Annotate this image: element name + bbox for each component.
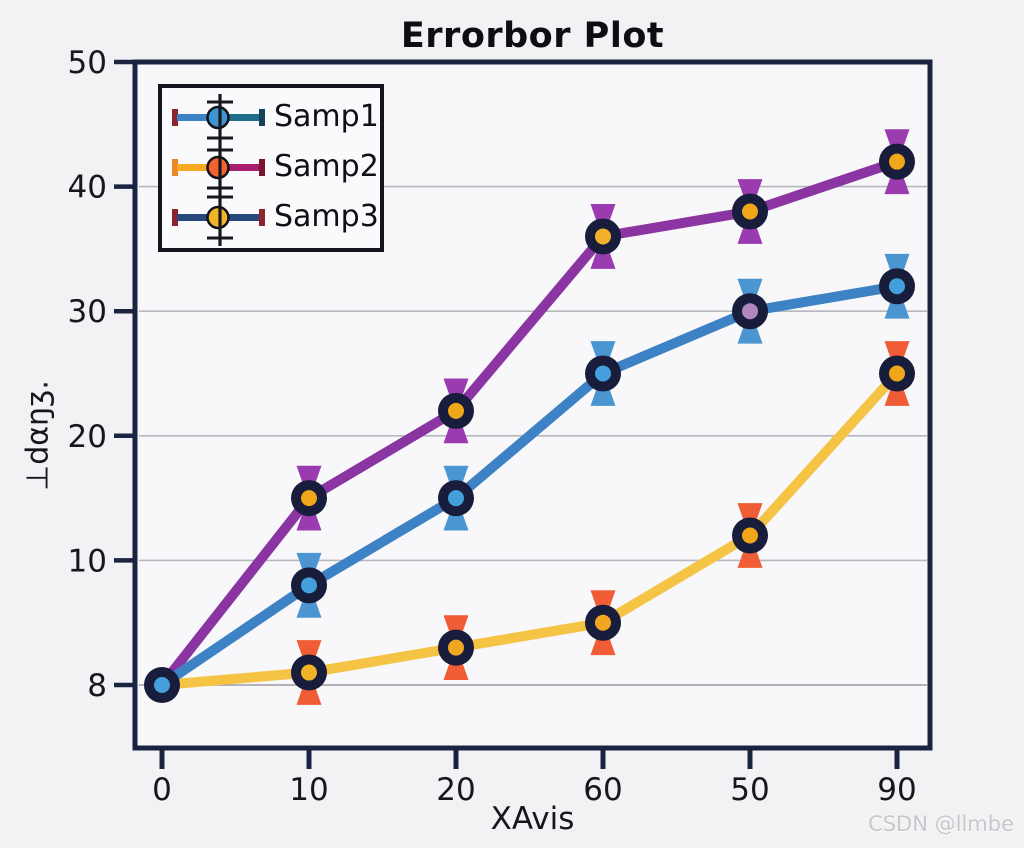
errorbar-Samp2 (737, 179, 763, 205)
marker-center-Samp1 (595, 365, 611, 382)
errorbar-Samp2 (590, 204, 616, 230)
errorbar-Samp1 (590, 341, 616, 367)
marker-center-Samp3 (595, 614, 611, 631)
marker-center-Samp3 (889, 365, 905, 382)
x-tick-label: 90 (877, 772, 916, 808)
errorbar-Samp1 (443, 505, 469, 531)
marker-center-Samp3 (448, 639, 464, 656)
marker-center-Samp2 (448, 402, 464, 419)
x-axis-label: XAvis (490, 801, 575, 837)
marker-center-Samp1 (889, 278, 905, 295)
series-line-Samp2 (157, 156, 902, 690)
watermark: CSDN @llmbe (868, 812, 1014, 836)
errorbar-Samp3 (443, 615, 469, 641)
errorbar-Samp2 (296, 505, 322, 531)
errorbar-Samp3 (590, 629, 616, 656)
errorbar-Samp2 (590, 243, 616, 269)
errorbar-Samp3 (296, 679, 322, 705)
errorbar-Samp2 (884, 168, 910, 195)
x-tick-label: 60 (583, 772, 622, 808)
marker-center-Samp3 (742, 527, 758, 544)
x-tick-label: 20 (436, 772, 475, 808)
errorbar-Samp2 (443, 378, 469, 404)
errorbar-Samp3 (884, 341, 910, 367)
marker-center-Samp1 (154, 677, 170, 693)
legend-item-samp1: Samp1 (168, 92, 380, 142)
legend-box: Samp1 Samp2 Samp3 (158, 84, 384, 252)
legend-item-samp3: Samp3 (168, 192, 380, 242)
y-tick-label: 10 (68, 543, 107, 579)
errorbar-Samp3 (296, 640, 322, 666)
errorbar-Samp1 (737, 278, 763, 305)
errorbar-Samp2 (296, 465, 322, 492)
x-tick-label: 10 (289, 772, 328, 808)
series-line-Samp3 (157, 368, 902, 690)
plot-frame (132, 59, 933, 751)
y-tick-label: 8 (87, 668, 107, 704)
x-tick-label: 0 (152, 772, 172, 808)
y-tick-label: 30 (68, 294, 107, 330)
errorbar-Samp1 (590, 380, 616, 406)
legend-marker-icon (172, 155, 265, 180)
errorbar-Samp1 (443, 465, 469, 492)
errorbar-Samp1 (296, 592, 322, 618)
legend-item-samp2: Samp2 (168, 142, 380, 192)
legend-label: Samp2 (274, 149, 379, 184)
errorbar-Samp2 (443, 417, 469, 444)
errorbar-Samp1 (296, 552, 322, 579)
errorbar-Samp3 (590, 590, 616, 616)
legend-marker-icon (172, 105, 265, 130)
errorbar-Samp3 (737, 542, 763, 568)
y-tick-label: 50 (68, 45, 107, 81)
errorbar-Samp1 (884, 253, 910, 280)
errorbar-Samp3 (737, 503, 763, 529)
marker-center-Samp2 (301, 490, 317, 507)
x-tick-label: 50 (730, 772, 769, 808)
marker-center-Samp2 (742, 203, 758, 220)
marker-center-Samp1 (448, 490, 464, 507)
marker-center-Samp2 (889, 153, 905, 170)
errorbar-Samp2 (884, 129, 910, 155)
marker-center-Samp2 (595, 228, 611, 245)
errorbar-Samp3 (884, 380, 910, 406)
legend-label: Samp3 (274, 199, 379, 234)
errorbar-Samp2 (737, 218, 763, 244)
series-line-Samp1 (157, 281, 902, 690)
marker-center-Samp1 (742, 303, 758, 320)
marker-center-Samp1 (301, 577, 317, 594)
chart-title: Errorbor Plot (400, 16, 665, 56)
marker-center-Samp3 (301, 664, 317, 681)
y-tick-label: 40 (68, 170, 107, 206)
y-axis-label: ⊥dαŋʒ. (20, 380, 56, 491)
errorbar-Samp3 (443, 654, 469, 681)
errorbar-Samp1 (884, 293, 910, 319)
errorbar-Samp1 (737, 318, 763, 344)
legend-label: Samp1 (274, 99, 379, 134)
y-tick-label: 20 (68, 419, 107, 455)
legend-marker-icon (172, 205, 265, 230)
